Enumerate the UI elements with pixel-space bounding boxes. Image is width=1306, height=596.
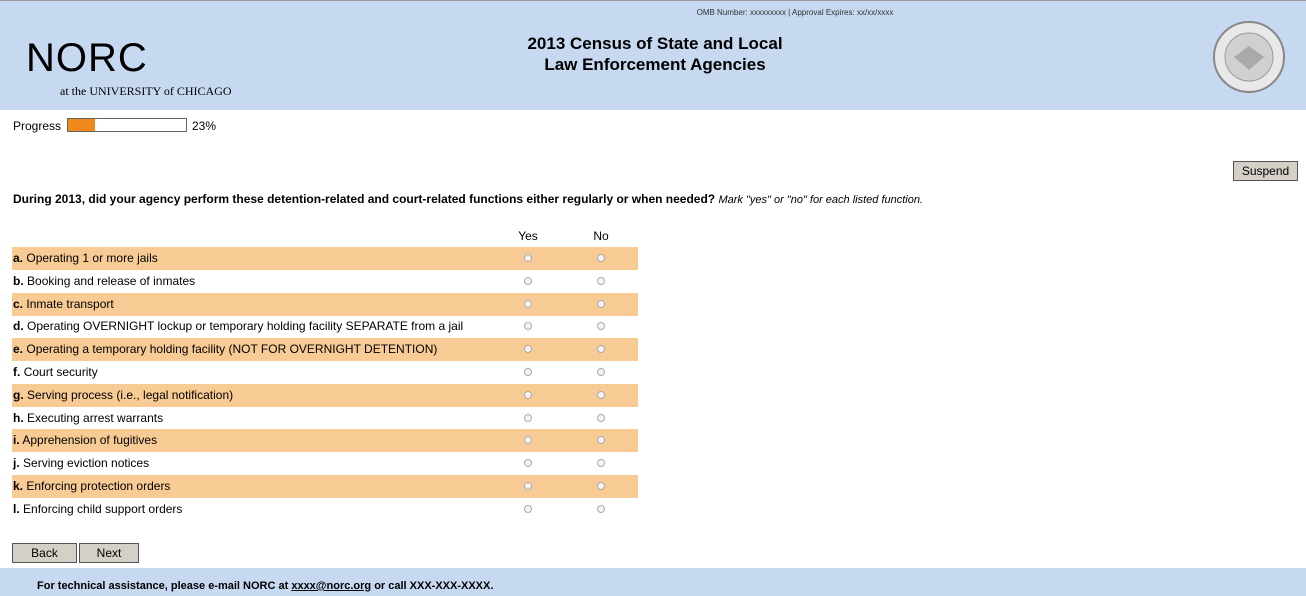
question-row: i. Apprehension of fugitives <box>12 429 638 453</box>
question-row: l. Enforcing child support orders <box>12 498 638 521</box>
row-text: Enforcing protection orders <box>26 479 171 493</box>
row-text: Enforcing child support orders <box>23 501 183 516</box>
question-row: e. Operating a temporary holding facilit… <box>12 338 638 362</box>
row-text: Operating 1 or more jails <box>26 251 158 265</box>
progress-value: 23% <box>192 119 217 133</box>
row-letter: i. <box>13 433 20 448</box>
radio-yes[interactable] <box>524 459 532 468</box>
radio-yes[interactable] <box>524 345 532 354</box>
title: 2013 Census of State and Local Law Enfor… <box>455 33 855 75</box>
row-text: Executing arrest warrants <box>27 410 164 425</box>
radio-yes[interactable] <box>524 254 532 262</box>
footer-before: For technical assistance, please e-mail … <box>37 580 292 592</box>
progress-bar <box>67 118 187 132</box>
header <box>0 0 1306 110</box>
row-letter: k. <box>13 479 24 493</box>
radio-yes[interactable] <box>524 322 532 331</box>
row-label: c. Inmate transport <box>12 297 114 311</box>
row-letter: b. <box>13 273 24 288</box>
radio-no[interactable] <box>597 276 605 285</box>
question-text: During 2013, did your agency perform the… <box>13 192 716 206</box>
col-yes: Yes <box>518 229 538 243</box>
radio-no[interactable] <box>597 322 605 331</box>
radio-no[interactable] <box>597 254 605 262</box>
email-link[interactable]: xxxx@norc.org <box>291 580 372 592</box>
row-letter: l. <box>13 501 20 516</box>
row-text: Serving process (i.e., legal notificatio… <box>27 387 234 402</box>
row-label: l. Enforcing child support orders <box>12 502 182 516</box>
question-row: a. Operating 1 or more jails <box>12 247 638 270</box>
radio-no[interactable] <box>597 368 605 376</box>
radio-no[interactable] <box>597 459 605 468</box>
row-label: e. Operating a temporary holding facilit… <box>12 342 437 356</box>
question-row: c. Inmate transport <box>12 292 638 316</box>
row-letter: d. <box>13 319 24 334</box>
row-text: Operating OVERNIGHT lockup or temporary … <box>27 319 464 334</box>
row-letter: f. <box>13 365 21 379</box>
row-letter: h. <box>13 410 24 425</box>
title-line: 2013 Census of State and Local <box>527 34 783 53</box>
omb-text: OMB Number: xxxxxxxxx | Approval Expires… <box>696 8 894 17</box>
radio-yes[interactable] <box>524 436 532 445</box>
radio-no[interactable] <box>597 482 605 490</box>
question-row: k. Enforcing protection orders <box>12 475 638 498</box>
radio-yes[interactable] <box>524 368 532 376</box>
question-instruction: Mark "yes" or "no" for each listed funct… <box>718 194 924 206</box>
radio-yes[interactable] <box>524 413 532 422</box>
row-letter: g. <box>13 387 24 402</box>
row-label: a. Operating 1 or more jails <box>12 251 158 265</box>
radio-no[interactable] <box>597 299 605 308</box>
radio-yes[interactable] <box>524 276 532 285</box>
row-label: k. Enforcing protection orders <box>12 479 170 493</box>
question-row: g. Serving process (i.e., legal notifica… <box>12 383 638 407</box>
radio-no[interactable] <box>597 390 605 399</box>
question-row: b. Booking and release of inmates <box>12 270 638 293</box>
back-button[interactable]: Back <box>12 543 77 563</box>
row-text: Booking and release of inmates <box>27 273 196 288</box>
row-label: d. Operating OVERNIGHT lockup or tempora… <box>12 319 463 333</box>
suspend-button[interactable]: Suspend <box>1233 161 1298 181</box>
radio-yes[interactable] <box>524 504 532 513</box>
row-letter: j. <box>13 456 20 471</box>
row-text: Court security <box>23 365 98 379</box>
question: During 2013, did your agency perform the… <box>13 192 1293 206</box>
row-text: Apprehension of fugitives <box>22 433 158 448</box>
radio-no[interactable] <box>597 504 605 513</box>
col-no: No <box>593 229 609 243</box>
row-text: Serving eviction notices <box>23 456 150 471</box>
radio-no[interactable] <box>597 436 605 445</box>
row-letter: a. <box>13 251 24 265</box>
row-label: h. Executing arrest warrants <box>12 411 163 425</box>
radio-yes[interactable] <box>524 299 532 308</box>
row-label: j. Serving eviction notices <box>12 456 149 470</box>
row-letter: c. <box>13 296 24 311</box>
footer-after: or call XXX-XXX-XXXX. <box>371 580 494 592</box>
radio-no[interactable] <box>597 345 605 354</box>
question-row: d. Operating OVERNIGHT lockup or tempora… <box>12 315 638 338</box>
logo-subtitle: at the UNIVERSITY of CHICAGO <box>60 84 232 98</box>
logo: NORC <box>26 36 148 80</box>
row-text: Inmate transport <box>26 296 114 311</box>
footer <box>0 568 1306 596</box>
row-label: b. Booking and release of inmates <box>12 274 195 288</box>
question-row: h. Executing arrest warrants <box>12 407 638 430</box>
row-label: i. Apprehension of fugitives <box>12 433 157 447</box>
radio-no[interactable] <box>597 413 605 422</box>
radio-yes[interactable] <box>524 390 532 399</box>
progress-fill <box>68 119 96 131</box>
seal <box>1213 21 1285 93</box>
row-text: Operating a temporary holding facility (… <box>26 342 438 357</box>
row-label: g. Serving process (i.e., legal notifica… <box>12 388 233 402</box>
row-label: f. Court security <box>12 365 98 379</box>
footer-text: For technical assistance, please e-mail … <box>37 580 493 592</box>
radio-yes[interactable] <box>524 482 532 490</box>
question-row: f. Court security <box>12 361 638 384</box>
row-letter: e. <box>13 342 24 357</box>
title-line: Law Enforcement Agencies <box>544 55 766 74</box>
question-row: j. Serving eviction notices <box>12 452 638 475</box>
progress-label: Progress <box>13 119 62 133</box>
next-button[interactable]: Next <box>79 543 139 563</box>
